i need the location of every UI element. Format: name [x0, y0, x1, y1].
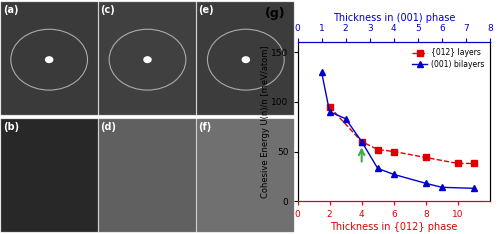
X-axis label: Thickness in {012} phase: Thickness in {012} phase [330, 222, 458, 232]
Text: (f): (f) [198, 122, 211, 132]
Circle shape [144, 57, 151, 62]
Bar [198, 119, 294, 232]
Text: (e): (e) [198, 5, 214, 15]
Text: (a): (a) [3, 5, 18, 15]
Text: (c): (c) [100, 5, 115, 15]
Bar [198, 2, 294, 115]
X-axis label: Thickness in (001) phase: Thickness in (001) phase [332, 13, 455, 23]
Bar [99, 2, 196, 115]
Circle shape [242, 57, 250, 62]
Text: (b): (b) [3, 122, 19, 132]
Text: (g): (g) [265, 7, 285, 20]
Bar [99, 119, 196, 232]
Bar [0, 2, 98, 115]
Circle shape [46, 57, 52, 62]
Legend: {012} layers, (001) bilayers: {012} layers, (001) bilayers [410, 46, 486, 71]
Text: (d): (d) [100, 122, 116, 132]
Y-axis label: Cohesive Energy U(n)/n [meV/atom]: Cohesive Energy U(n)/n [meV/atom] [261, 45, 270, 198]
Bar [0, 119, 98, 232]
